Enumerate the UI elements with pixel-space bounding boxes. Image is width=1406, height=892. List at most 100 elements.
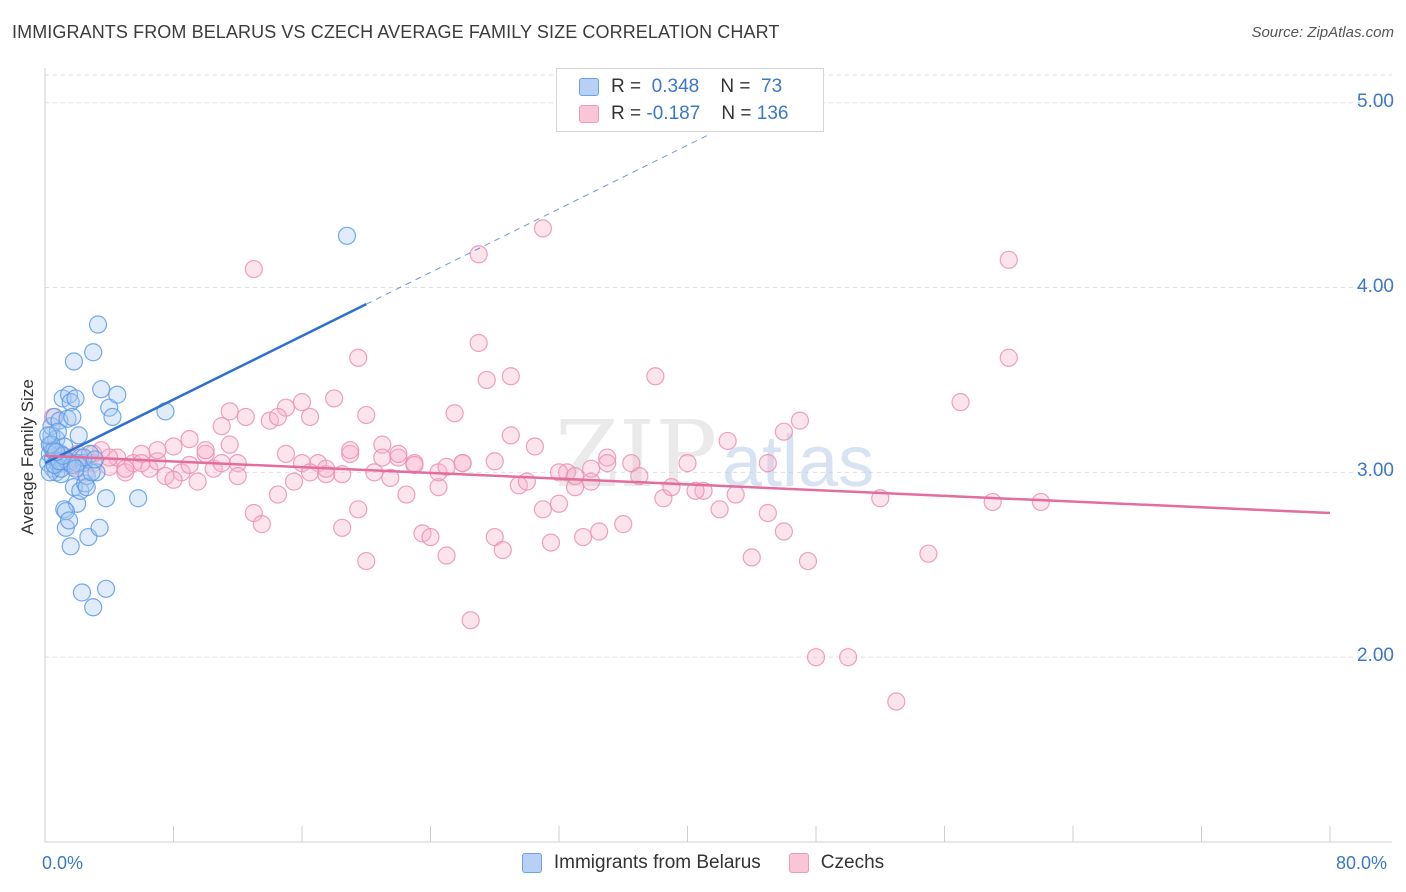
czechs-point bbox=[429, 478, 448, 497]
czechs-point bbox=[533, 500, 553, 519]
belarus-point bbox=[90, 518, 109, 537]
czechs-point bbox=[517, 472, 536, 491]
czechs-point bbox=[381, 468, 400, 488]
czechs-point bbox=[710, 500, 729, 519]
czechs-point bbox=[501, 426, 520, 445]
belarus-point bbox=[84, 343, 103, 362]
belarus-trend-extension bbox=[366, 133, 711, 305]
legend-item-belarus: Immigrants from Belarus bbox=[521, 852, 761, 874]
czechs-point bbox=[598, 454, 617, 473]
czechs-point bbox=[220, 402, 239, 421]
y-tick-label: 4.00 bbox=[1357, 275, 1394, 297]
belarus-point bbox=[84, 598, 103, 617]
belarus-point bbox=[64, 352, 84, 371]
czechs-point bbox=[132, 454, 151, 473]
czechs-point bbox=[983, 492, 1002, 512]
czechs-point bbox=[357, 405, 376, 425]
czechs-point bbox=[373, 448, 392, 467]
belarus-point bbox=[103, 407, 122, 427]
czechs-point bbox=[622, 454, 641, 473]
czechs-point bbox=[236, 407, 255, 427]
czechs-point bbox=[485, 527, 504, 547]
czechs-point bbox=[582, 459, 601, 478]
belarus-point bbox=[337, 226, 357, 245]
r-value-czechs: -0.187 bbox=[646, 103, 701, 124]
x-tick-max: 80.0% bbox=[1336, 853, 1388, 873]
czechs-point bbox=[341, 441, 360, 460]
grid-layer bbox=[45, 74, 1392, 658]
czechs-point bbox=[284, 472, 304, 491]
czechs-point bbox=[373, 435, 392, 454]
czechs-point bbox=[453, 454, 472, 473]
czechs-point bbox=[116, 459, 135, 478]
czechs-point bbox=[726, 485, 745, 504]
r-value-belarus: 0.348 bbox=[651, 76, 700, 97]
czechs-point bbox=[718, 431, 737, 451]
belarus-point bbox=[88, 315, 108, 334]
legend-row-belarus: R = 0.348 N = 73 bbox=[579, 75, 782, 99]
legend-swatch-blue bbox=[579, 78, 599, 96]
legend-swatch-pink bbox=[788, 853, 809, 873]
czechs-point bbox=[573, 527, 593, 547]
belarus-point bbox=[66, 389, 85, 408]
czechs-point bbox=[188, 472, 207, 491]
czechs-point bbox=[999, 348, 1018, 367]
n-label: N = bbox=[720, 76, 751, 97]
belarus-point bbox=[129, 489, 148, 508]
czechs-point bbox=[252, 515, 271, 534]
czechs-point bbox=[806, 648, 826, 667]
czechs-point bbox=[212, 417, 231, 436]
czechs-point bbox=[839, 648, 858, 667]
belarus-point bbox=[92, 380, 111, 399]
czechs-point bbox=[999, 250, 1018, 269]
y-tick-label: 2.00 bbox=[1357, 645, 1394, 667]
czechs-point bbox=[662, 478, 681, 497]
czechs-point bbox=[196, 441, 215, 460]
czechs-point bbox=[244, 259, 263, 279]
czechs-point bbox=[469, 245, 488, 264]
czechs-point bbox=[1031, 492, 1050, 512]
czechs-point bbox=[228, 466, 247, 486]
czechs-point bbox=[437, 457, 456, 476]
czechs-point bbox=[774, 422, 793, 441]
r-label: R = bbox=[611, 103, 642, 124]
belarus-point bbox=[63, 407, 82, 427]
czechs-point bbox=[325, 389, 344, 408]
czechs-point bbox=[590, 522, 609, 541]
belarus-point bbox=[72, 583, 92, 602]
legend-label-czechs: Czechs bbox=[820, 852, 885, 873]
czechs-point bbox=[357, 551, 376, 571]
czechs-point bbox=[437, 546, 456, 565]
czechs-point bbox=[180, 455, 199, 475]
belarus-point bbox=[39, 426, 58, 445]
n-value-belarus: 73 bbox=[761, 76, 783, 97]
czechs-point bbox=[493, 540, 512, 560]
czechs-point bbox=[565, 466, 585, 486]
czechs-point bbox=[268, 485, 288, 504]
belarus-point bbox=[108, 385, 127, 404]
czechs-point bbox=[365, 463, 384, 482]
czechs-point bbox=[445, 404, 464, 423]
czechs-point bbox=[220, 435, 239, 454]
czechs-point bbox=[389, 444, 408, 463]
czechs-point bbox=[798, 551, 818, 571]
czechs-trend-line bbox=[44, 454, 1331, 515]
belarus-point bbox=[59, 511, 79, 530]
czechs-point bbox=[421, 527, 440, 547]
czechs-point bbox=[180, 429, 199, 449]
czechs-point bbox=[469, 333, 488, 353]
czechs-point bbox=[598, 448, 617, 467]
czechs-point bbox=[501, 367, 520, 386]
czechs-point bbox=[790, 411, 810, 430]
czechs-point bbox=[316, 465, 336, 484]
czechs-point bbox=[333, 518, 352, 537]
czechs-point bbox=[533, 219, 553, 238]
n-label: N = bbox=[721, 103, 752, 124]
czechs-point bbox=[678, 454, 697, 473]
czechs-point bbox=[477, 370, 496, 390]
correlation-legend: R = 0.348 N = 73 R = -0.187 N = 136 bbox=[556, 68, 824, 132]
czechs-point bbox=[549, 494, 569, 513]
czechs-point bbox=[164, 470, 183, 489]
legend-label-belarus: Immigrants from Belarus bbox=[553, 852, 761, 873]
